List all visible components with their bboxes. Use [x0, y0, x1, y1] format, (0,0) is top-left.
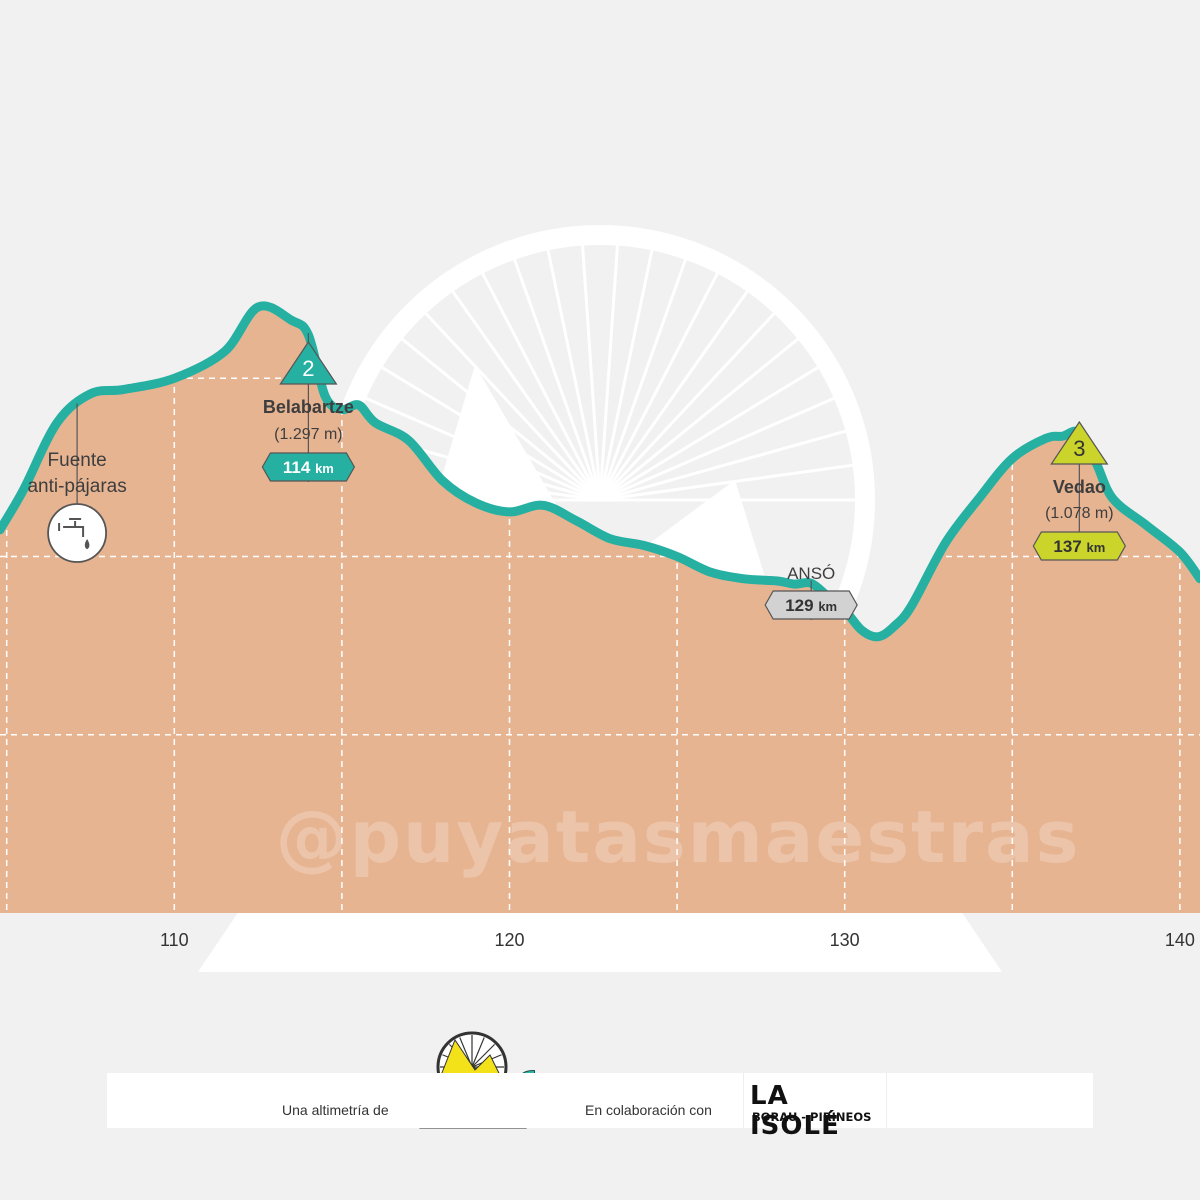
climb-category-triangle — [1050, 420, 1109, 465]
water-label-line1: Fuente — [48, 450, 107, 471]
km-badge — [764, 590, 858, 620]
x-axis: 110 120 130 140 — [160, 930, 1195, 950]
km-badge — [1032, 531, 1127, 561]
partner-name: LA ISOLÉ — [750, 1081, 840, 1141]
partner-subtitle: BORAU - PIRINEOS — [752, 1110, 872, 1124]
x-tick-label: 140 — [1165, 930, 1195, 950]
x-tick-label: 130 — [830, 930, 860, 950]
poi-climb-vedao: 3 Vedao (1.078 m) 137 km — [1032, 420, 1127, 561]
poi-town-anso: ANSÓ 129 km — [764, 564, 858, 620]
footer-credits: Una altimetría de En colaboración con LA… — [107, 1073, 1093, 1141]
x-tick-label: 110 — [160, 930, 189, 950]
climb-altitude: (1.078 m) — [1045, 505, 1113, 522]
km-badge-label: 129 km — [785, 596, 837, 615]
water-tap-icon — [47, 503, 107, 563]
poi-water-fountain: Fuente anti-pájaras — [27, 403, 127, 563]
climb-altitude: (1.297 m) — [274, 426, 342, 443]
km-badge-label: 137 km — [1053, 537, 1105, 556]
km-badge-label: 114 km — [283, 458, 334, 477]
credit-right-text: En colaboración con — [585, 1102, 712, 1118]
km-badge — [261, 452, 356, 482]
water-label-line2: anti-pájaras — [27, 476, 126, 497]
town-name: ANSÓ — [787, 564, 835, 583]
x-tick-label: 120 — [494, 930, 524, 950]
la-isole-logo: LA ISOLÉ BORAU - PIRINEOS — [743, 1073, 887, 1141]
altitude-profile-line — [0, 301, 1200, 642]
climb-category-number: 3 — [1073, 436, 1085, 461]
climb-category-triangle — [279, 340, 338, 385]
climb-name: Belabartze — [263, 397, 354, 417]
climb-category-number: 2 — [302, 356, 314, 381]
credit-left-text: Una altimetría de — [282, 1102, 389, 1118]
poi-climb-belabartze: 2 Belabartze (1.297 m) 114 km — [261, 333, 356, 482]
climb-name: Vedao — [1053, 477, 1106, 497]
watermark: @puyatasmaestras — [276, 795, 1081, 879]
